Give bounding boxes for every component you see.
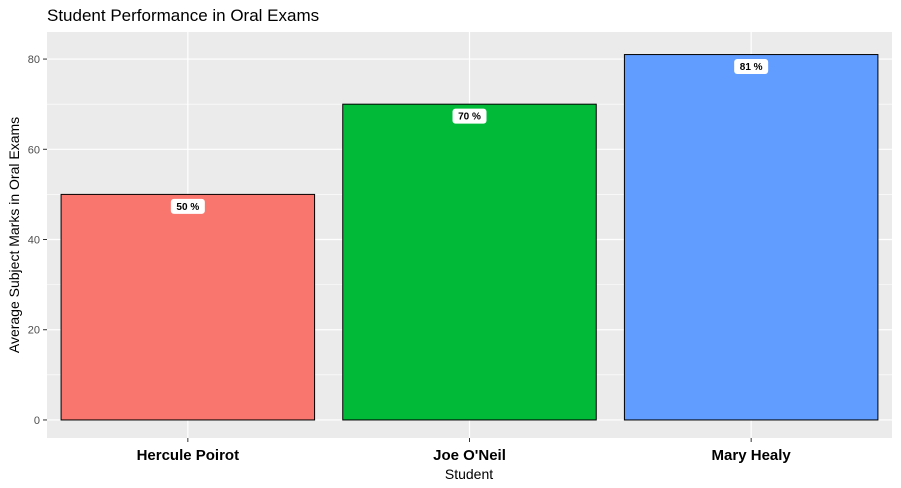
data-labels: 50 % 70 % 81 % [170,59,769,214]
bar [60,193,316,421]
y-axis: 0 20 40 60 80 [28,54,47,427]
y-axis-title: Average Subject Marks in Oral Exams [6,117,22,353]
x-axis-title: Student [445,466,493,482]
data-label-box [734,59,769,75]
y-tick-label: 40 [28,235,40,247]
data-label: 81 % [740,62,763,73]
y-tick-label: 60 [28,144,40,156]
bars [60,54,879,421]
data-label-box [452,108,487,124]
x-axis: Hercule Poirot Joe O'Neil Mary Healy [137,438,792,464]
bar [342,103,597,421]
y-tick-label: 20 [28,325,40,337]
y-tick-label: 80 [28,54,40,66]
data-label: 50 % [176,202,199,213]
y-tick-label: 0 [34,415,40,427]
x-tick-label: Mary Healy [712,447,792,464]
x-tick-label: Joe O'Neil [433,447,506,464]
bar [623,54,879,421]
x-tick-label: Hercule Poirot [137,447,240,464]
chart-title: Student Performance in Oral Exams [47,6,320,25]
data-label: 70 % [458,112,481,123]
data-label-box [170,198,205,214]
